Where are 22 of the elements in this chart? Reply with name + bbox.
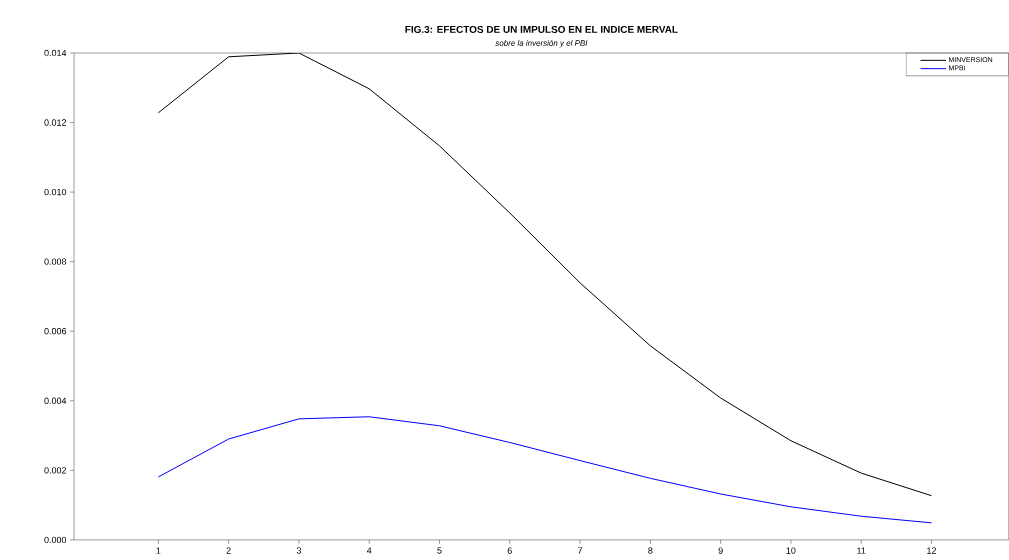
x-tick-label: 1 [156,547,161,554]
x-tick-label: 12 [927,547,937,554]
line-series [157,416,932,524]
x-tick-label: 3 [296,547,302,554]
y-tick-label: 0.004 [44,397,67,405]
x-tick-label: 9 [718,547,723,554]
x-tick-label: 8 [648,547,653,554]
x-tick-label: 4 [366,547,372,554]
y-tick-label: 0.008 [44,258,67,265]
y-tick-label: 0.006 [44,328,67,335]
x-tick-label: 6 [507,547,512,554]
x-tick-label: 11 [857,547,866,554]
chart-title: FIG.3: EFECTOS DE UN IMPULSO EN EL INDICE MERVAL [405,25,678,34]
x-tick-label: 10 [786,547,796,554]
y-tick-label: 0.012 [44,119,67,126]
y-tick-label: 0.002 [44,467,67,474]
x-tick-label: 5 [437,547,442,554]
x-tick-label: 7 [578,547,583,554]
y-tick-label: 0.010 [44,188,67,196]
y-tick-label: 0.000 [44,536,67,544]
y-tick-label: 0.014 [44,49,67,57]
x-tick-label: 2 [226,547,231,554]
